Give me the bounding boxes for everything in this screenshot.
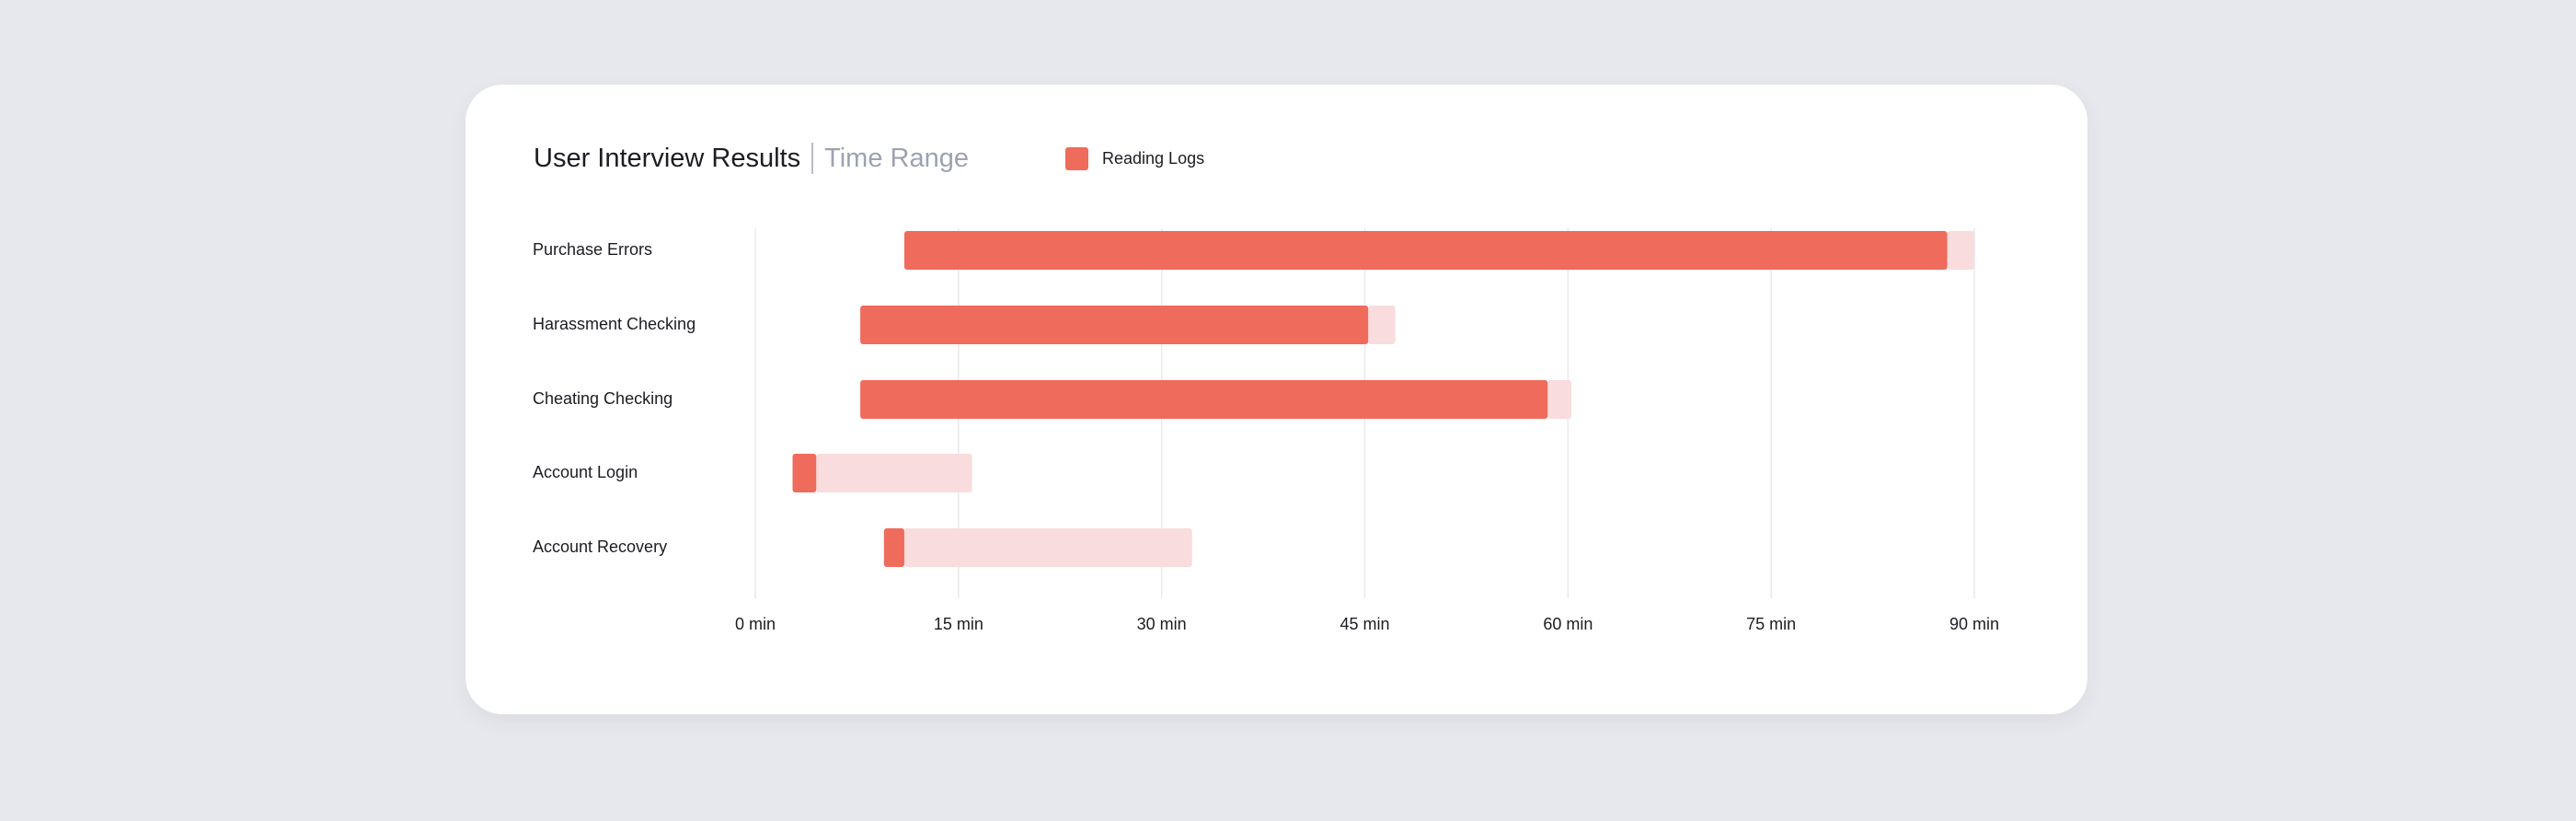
chart-title: User Interview Results: [534, 143, 801, 173]
chart-legend: Reading Logs: [1065, 134, 1204, 182]
x-tick-label-0: 0 min: [735, 615, 776, 633]
category-label-1: Harassment Checking: [533, 315, 696, 333]
bar-reading-logs-0: [903, 231, 1948, 270]
legend-label-reading-logs: Reading Logs: [1102, 148, 1205, 168]
legend-swatch-reading-logs: [1065, 146, 1088, 170]
bar-reading-logs-1: [860, 306, 1369, 344]
chart-header: User Interview Results Time Range: [534, 131, 969, 186]
bar-reading-logs-2: [860, 380, 1548, 419]
bar-remaining-0: [1947, 231, 1974, 270]
bar-reading-logs-3: [792, 454, 817, 492]
x-tick-label-6: 90 min: [1949, 615, 1999, 633]
bar-reading-logs-4: [883, 528, 904, 567]
category-label-4: Account Recovery: [533, 538, 667, 556]
title-divider: [811, 143, 814, 174]
bar-remaining-1: [1368, 306, 1396, 344]
chart-subtitle: Time Range: [824, 143, 969, 173]
category-label-3: Account Login: [533, 463, 638, 481]
x-tick-label-4: 60 min: [1543, 615, 1593, 633]
bar-remaining-4: [903, 528, 1192, 567]
timeline-bar-chart: Purchase Errors Harassment Checking Cheati…: [533, 228, 1999, 633]
x-tick-label-5: 75 min: [1746, 615, 1796, 633]
category-label-2: Cheating Checking: [533, 389, 673, 408]
x-tick-label-3: 45 min: [1340, 615, 1389, 633]
category-label-0: Purchase Errors: [533, 240, 652, 259]
chart-card: User Interview Results Time Range Readin…: [466, 85, 2087, 714]
bar-remaining-3: [816, 454, 972, 492]
bar-remaining-2: [1547, 380, 1572, 419]
x-tick-label-2: 30 min: [1137, 615, 1187, 633]
x-tick-label-1: 15 min: [934, 615, 983, 633]
